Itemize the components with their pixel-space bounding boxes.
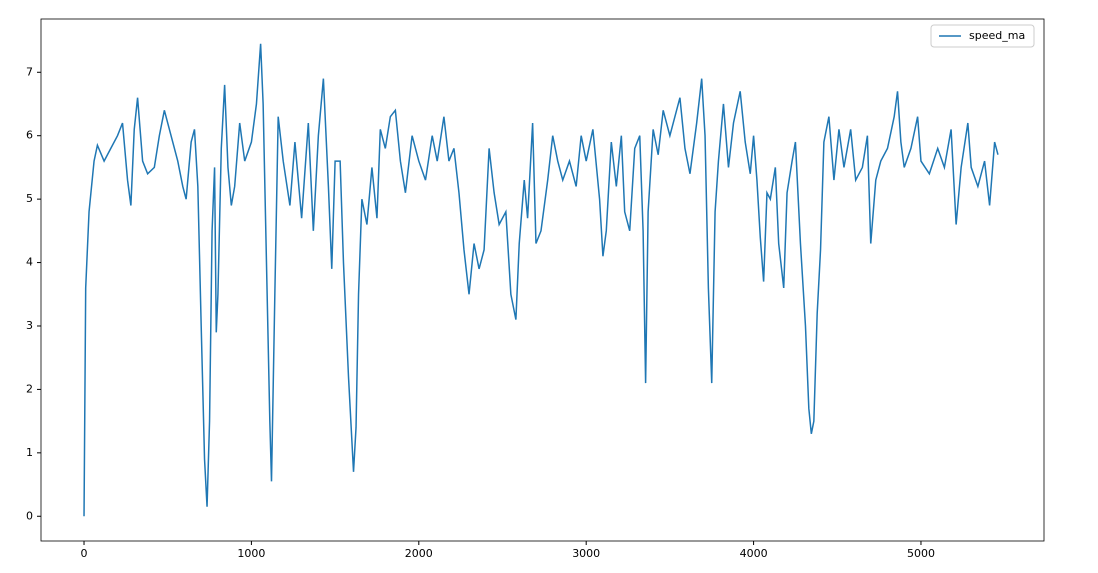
y-tick-label: 7 <box>26 65 33 78</box>
legend-label: speed_ma <box>969 29 1025 42</box>
line <box>83 43 999 517</box>
legend-box <box>930 24 1035 48</box>
y-tick-label: 2 <box>26 382 33 395</box>
x-tick-label: 5000 <box>907 547 935 560</box>
x-tick-label: 0 <box>81 547 88 560</box>
x-tick-label: 3000 <box>572 547 600 560</box>
y-tick-label: 6 <box>26 129 33 142</box>
x-tick-label: 4000 <box>740 547 768 560</box>
plot-frame <box>40 18 1045 542</box>
y-tick-label: 5 <box>26 192 33 205</box>
y-tick-label: 0 <box>26 509 33 522</box>
x-tick-label: 1000 <box>237 547 265 560</box>
x-tick-label: 2000 <box>405 547 433 560</box>
y-tick-label: 4 <box>26 256 33 269</box>
y-tick-label: 1 <box>26 446 33 459</box>
y-tick-label: 3 <box>26 319 33 332</box>
